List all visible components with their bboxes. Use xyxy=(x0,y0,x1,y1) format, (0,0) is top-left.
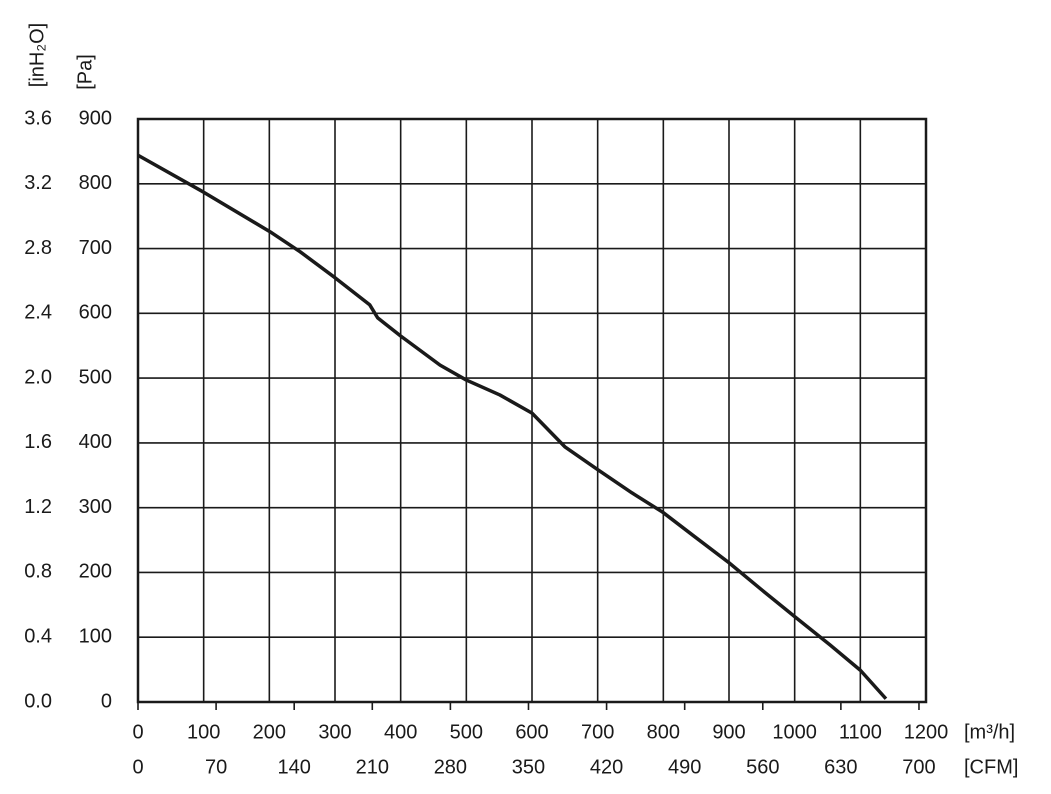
y-tick-label: 900 xyxy=(79,107,112,129)
x-tick-label: 400 xyxy=(384,721,417,743)
y2-tick-label: 2.8 xyxy=(24,237,52,259)
x2-tick-label: 420 xyxy=(590,756,623,778)
x-tick-label: 1100 xyxy=(839,721,882,743)
y-tick-label: 500 xyxy=(79,366,112,388)
y2-tick-label: 3.6 xyxy=(24,107,52,129)
x-axis-label: [m³/h] xyxy=(964,721,1015,743)
x-tick-label: 1200 xyxy=(904,721,949,743)
plot-frame xyxy=(136,117,928,704)
y2-tick-label: 1.6 xyxy=(24,431,52,453)
x2-tick-label: 0 xyxy=(132,756,143,778)
x2-tick-label: 140 xyxy=(278,756,311,778)
x-tick-label: 700 xyxy=(581,721,614,743)
y2-tick-label: 0.4 xyxy=(24,626,52,648)
y-tick-label: 400 xyxy=(79,431,112,453)
y-tick-label: 700 xyxy=(79,237,112,259)
x-tick-label: 800 xyxy=(647,721,680,743)
x-tick-label: 600 xyxy=(515,721,548,743)
y2-tick-label: 1.2 xyxy=(24,496,52,518)
x-tick-label: 500 xyxy=(450,721,483,743)
y-tick-label: 100 xyxy=(79,626,112,648)
y-axis-label: [Pa] xyxy=(74,54,96,90)
x2-tick-label: 630 xyxy=(824,756,857,778)
x2-tick-label: 210 xyxy=(356,756,389,778)
x-tick-label: 200 xyxy=(253,721,286,743)
x-tick-label: 300 xyxy=(318,721,351,743)
x-tick-label: 100 xyxy=(187,721,220,743)
y2-tick-label: 0.8 xyxy=(24,561,52,583)
y-tick-label: 0 xyxy=(101,690,112,712)
y2-tick-label: 2.0 xyxy=(24,366,52,388)
y2-axis-label: [inH₂O] xyxy=(26,23,48,87)
x-tick-label: 900 xyxy=(712,721,745,743)
curve xyxy=(137,153,888,700)
y-tick-label: 300 xyxy=(79,496,112,518)
x2-tick-label: 350 xyxy=(512,756,545,778)
y-tick-label: 200 xyxy=(79,561,112,583)
x2-tick-label: 560 xyxy=(746,756,779,778)
y2-tick-label: 2.4 xyxy=(24,302,52,324)
x2-tick-label: 280 xyxy=(434,756,467,778)
x2-axis-label: [CFM] xyxy=(964,756,1018,778)
x-tick-label: 0 xyxy=(132,721,143,743)
x2-tick-label: 490 xyxy=(668,756,701,778)
y2-tick-label: 3.2 xyxy=(24,172,52,194)
y2-tick-label: 0.0 xyxy=(24,690,52,712)
x2-tick-label: 700 xyxy=(902,756,935,778)
x2-tick-label: 70 xyxy=(205,756,227,778)
x-tick-label: 1000 xyxy=(772,721,817,743)
y-tick-label: 800 xyxy=(79,172,112,194)
y-tick-label: 600 xyxy=(79,302,112,324)
